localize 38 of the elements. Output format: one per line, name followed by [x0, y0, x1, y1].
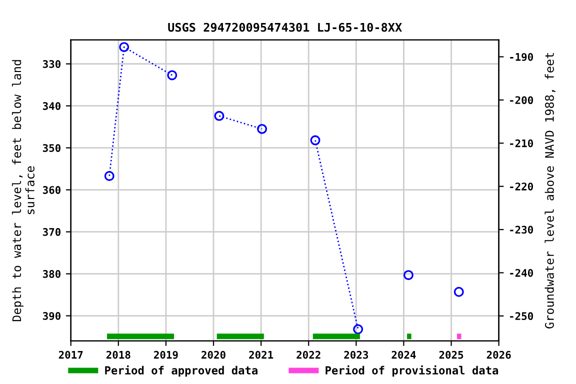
- y-tick-label: 340: [42, 102, 60, 110]
- x-tick-label: 2026: [486, 350, 511, 359]
- x-tick-label: 2018: [106, 350, 130, 359]
- point: [104, 170, 114, 181]
- y2-tick-label: -190: [510, 53, 533, 61]
- point: [214, 110, 224, 121]
- x-tick-label: 2024: [392, 350, 416, 359]
- x-tick-label: 2020: [202, 350, 226, 359]
- legend-label: Period of approved data: [105, 365, 258, 377]
- y-tick-label: 360: [42, 186, 60, 194]
- y2-tick-label: -250: [510, 312, 533, 320]
- legend-label: Period of provisional data: [326, 365, 498, 377]
- y2-tick-label: -230: [510, 226, 533, 234]
- point: [167, 70, 178, 80]
- point: [257, 124, 268, 134]
- y-tick-label: 350: [42, 144, 60, 152]
- point: [454, 286, 464, 297]
- y-tick-label: 370: [42, 228, 60, 236]
- y2-tick-label: -240: [510, 268, 533, 277]
- x-tick-label: 2023: [344, 350, 368, 359]
- chart-title: USGS 294720095474301 LJ-65-10-8XX: [168, 22, 402, 32]
- y2-tick-label: -200: [510, 96, 533, 104]
- point: [310, 135, 320, 146]
- x-tick-label: 2022: [296, 350, 320, 359]
- point: [353, 324, 364, 334]
- point: [403, 270, 414, 280]
- x-tick-label: 2021: [249, 350, 274, 359]
- y2-tick-label: -210: [510, 139, 533, 148]
- y-axis-title: Depth to water level, feet below land surface: [12, 60, 34, 322]
- y2-axis-title: Groundwater level above NAVD 1988, feet: [544, 53, 556, 328]
- x-tick-label: 2019: [154, 350, 178, 359]
- x-tick-label: 2025: [439, 350, 464, 359]
- y-tick-label: 380: [42, 270, 60, 278]
- y-tick-label: 390: [42, 312, 60, 320]
- point: [119, 42, 130, 52]
- y-tick-label: 330: [42, 60, 60, 68]
- x-tick-label: 2017: [58, 350, 83, 359]
- y2-tick-label: -220: [510, 182, 533, 190]
